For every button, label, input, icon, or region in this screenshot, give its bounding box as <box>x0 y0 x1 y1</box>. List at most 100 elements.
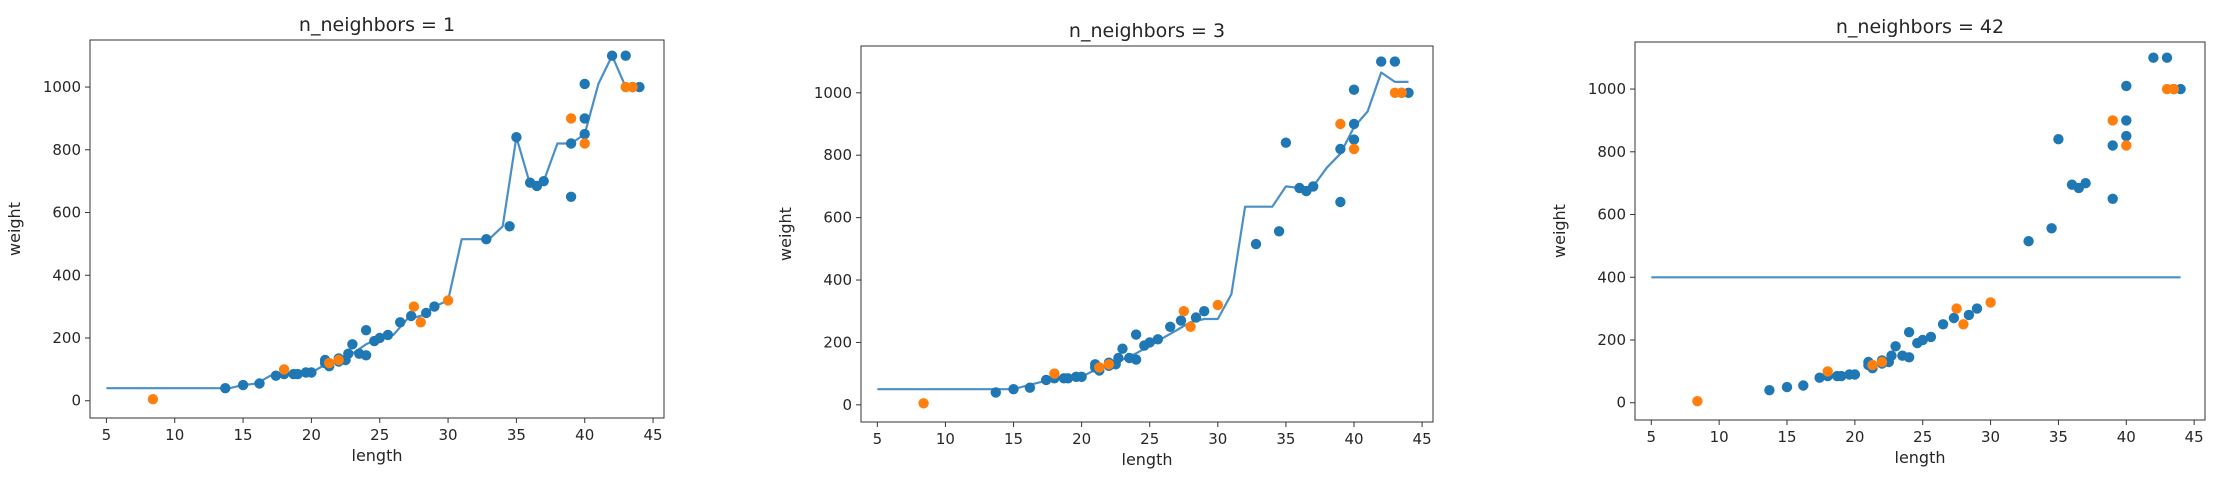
y-axis-label: weight <box>5 202 24 256</box>
x-tick-label: 30 <box>439 426 458 444</box>
x-tick-label: 10 <box>165 426 184 444</box>
train-point <box>1130 329 1142 340</box>
x-tick-label: 15 <box>1004 430 1023 448</box>
y-tick-label: 200 <box>52 329 81 347</box>
axes-frame <box>1634 41 2206 421</box>
train-point <box>406 310 417 322</box>
y-tick-label: 800 <box>1597 143 1626 161</box>
x-tick-label: 20 <box>1072 430 1091 448</box>
chart-panel-1: 5 10 15 20 25 30 35 40 45 0 200 400 600 800 1000 n_neig… <box>5 14 665 465</box>
train-point <box>990 387 1001 398</box>
train-point <box>421 307 432 319</box>
test-point <box>2107 115 2118 126</box>
train-point <box>1008 384 1019 395</box>
train-point <box>237 379 249 391</box>
train-point <box>2046 223 2057 234</box>
train-point <box>1041 374 1052 386</box>
test-point <box>1985 297 1996 308</box>
train-point <box>1062 373 1074 384</box>
train-point <box>2080 178 2091 189</box>
train-point <box>395 317 406 328</box>
train-point <box>2161 52 2173 63</box>
train-point <box>374 332 385 344</box>
train-point <box>620 50 631 61</box>
chart-panel-2: 5 10 15 20 25 30 35 40 45 0 200 400 600 800 1000 n_neig… <box>776 20 1434 469</box>
test-point <box>2168 83 2179 95</box>
train-point <box>382 329 394 341</box>
x-tick-label: 15 <box>234 426 253 444</box>
y-tick-label: 600 <box>823 209 852 227</box>
train-point <box>606 50 618 61</box>
y-tick-label: 1000 <box>814 84 852 102</box>
train-point <box>2121 80 2132 92</box>
train-point <box>1389 56 1401 67</box>
train-point <box>2023 236 2034 247</box>
train-point <box>1024 382 1036 393</box>
train-point <box>2121 115 2132 126</box>
train-point <box>270 370 282 381</box>
train-point <box>2107 193 2118 204</box>
x-tick-label: 35 <box>507 426 526 444</box>
axes-frame <box>89 39 665 419</box>
x-tick-label: 25 <box>370 426 389 444</box>
x-tick-label: 40 <box>1344 430 1363 448</box>
train-point <box>220 383 231 394</box>
train-point <box>1273 226 1285 237</box>
train-point <box>343 348 354 359</box>
x-tick-label: 40 <box>2117 428 2136 446</box>
test-point <box>408 301 420 312</box>
train-point <box>1076 371 1087 382</box>
test-point <box>1094 362 1105 373</box>
test-point <box>1049 368 1060 379</box>
y-tick-label: 1000 <box>1588 80 1626 98</box>
x-tick-label: 25 <box>1913 428 1932 446</box>
train-point <box>2107 140 2118 151</box>
chart-title: n_neighbors = 3 <box>1069 20 1225 42</box>
train-point <box>1890 341 1901 352</box>
train-point <box>565 191 577 202</box>
train-point <box>1781 381 1793 393</box>
test-point <box>1396 87 1407 99</box>
train-point <box>360 325 372 336</box>
y-tick-label: 600 <box>52 204 81 222</box>
train-point <box>1117 343 1128 354</box>
train-point <box>347 339 358 350</box>
test-point <box>442 295 454 306</box>
test-point <box>1348 143 1360 155</box>
test-point <box>278 364 290 375</box>
x-tick-label: 15 <box>1777 428 1796 446</box>
y-tick-label: 600 <box>1597 206 1626 224</box>
x-axis-label: length <box>1122 450 1173 469</box>
x-tick-label: 5 <box>1647 428 1657 446</box>
y-tick-label: 1000 <box>43 78 81 96</box>
train-point <box>2148 52 2159 63</box>
y-axis-label: weight <box>776 207 795 261</box>
plot-area-3 <box>1651 52 2186 407</box>
train-point <box>1175 315 1187 326</box>
x-tick-label: 35 <box>1276 430 1295 448</box>
train-point <box>1152 334 1164 345</box>
train-point <box>292 368 303 380</box>
x-tick-label: 30 <box>1208 430 1227 448</box>
train-point <box>579 113 590 124</box>
x-tick-label: 45 <box>644 426 663 444</box>
train-point <box>1348 134 1360 145</box>
test-point <box>627 81 638 93</box>
train-point <box>1348 118 1360 130</box>
train-point <box>1764 385 1775 396</box>
train-point <box>1903 352 1915 363</box>
train-point <box>360 350 372 361</box>
train-point <box>1113 352 1124 364</box>
train-point <box>2053 134 2064 145</box>
x-tick-label: 10 <box>936 430 955 448</box>
train-point <box>1849 369 1861 380</box>
test-point <box>1876 356 1888 368</box>
y-tick-label: 400 <box>823 271 852 289</box>
chart-title: n_neighbors = 42 <box>1836 16 2004 38</box>
y-tick-label: 0 <box>842 396 852 414</box>
train-point <box>511 132 522 143</box>
train-point <box>1280 137 1292 148</box>
test-point <box>1185 321 1196 332</box>
train-point <box>1335 196 1346 208</box>
train-point <box>1250 238 1262 250</box>
